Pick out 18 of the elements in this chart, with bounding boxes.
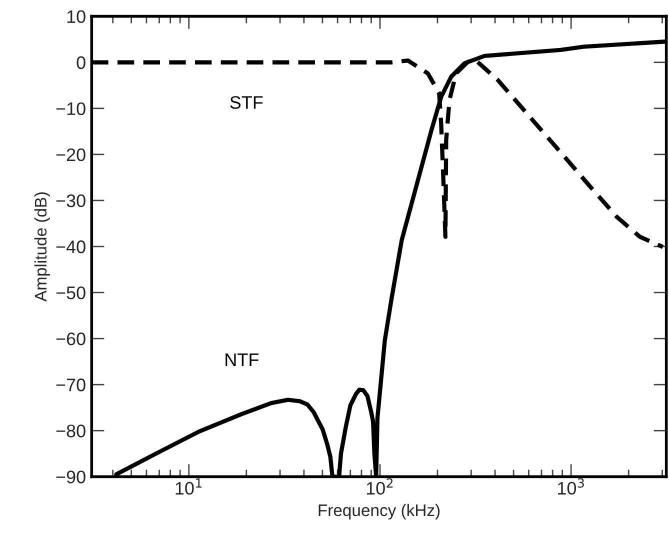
series-label: STF <box>230 96 263 109</box>
y-tick-label: −20 <box>56 148 86 162</box>
x-axis-title: Frequency (kHz) <box>318 504 440 520</box>
y-tick-label: −10 <box>56 102 86 116</box>
x-tick-label: 10$^{1}$ <box>176 478 202 495</box>
y-tick-label: 0 <box>76 56 86 70</box>
x-tick-label: 10$^{2}$ <box>366 478 393 495</box>
y-tick-label: 10 <box>67 10 86 24</box>
y-tick-label: −30 <box>56 194 86 208</box>
y-tick-label: −40 <box>56 240 86 254</box>
x-tick-label: 10$^{3}$ <box>558 478 584 495</box>
y-tick-label: −70 <box>56 378 86 392</box>
y-tick-label: −50 <box>56 286 86 300</box>
y-tick-label: −60 <box>56 332 86 346</box>
y-axis-title: Amplitude (dB) <box>34 192 50 302</box>
y-tick-label: −80 <box>56 424 86 438</box>
y-tick-label: −90 <box>56 470 86 484</box>
text: NTF <box>226 354 259 366</box>
